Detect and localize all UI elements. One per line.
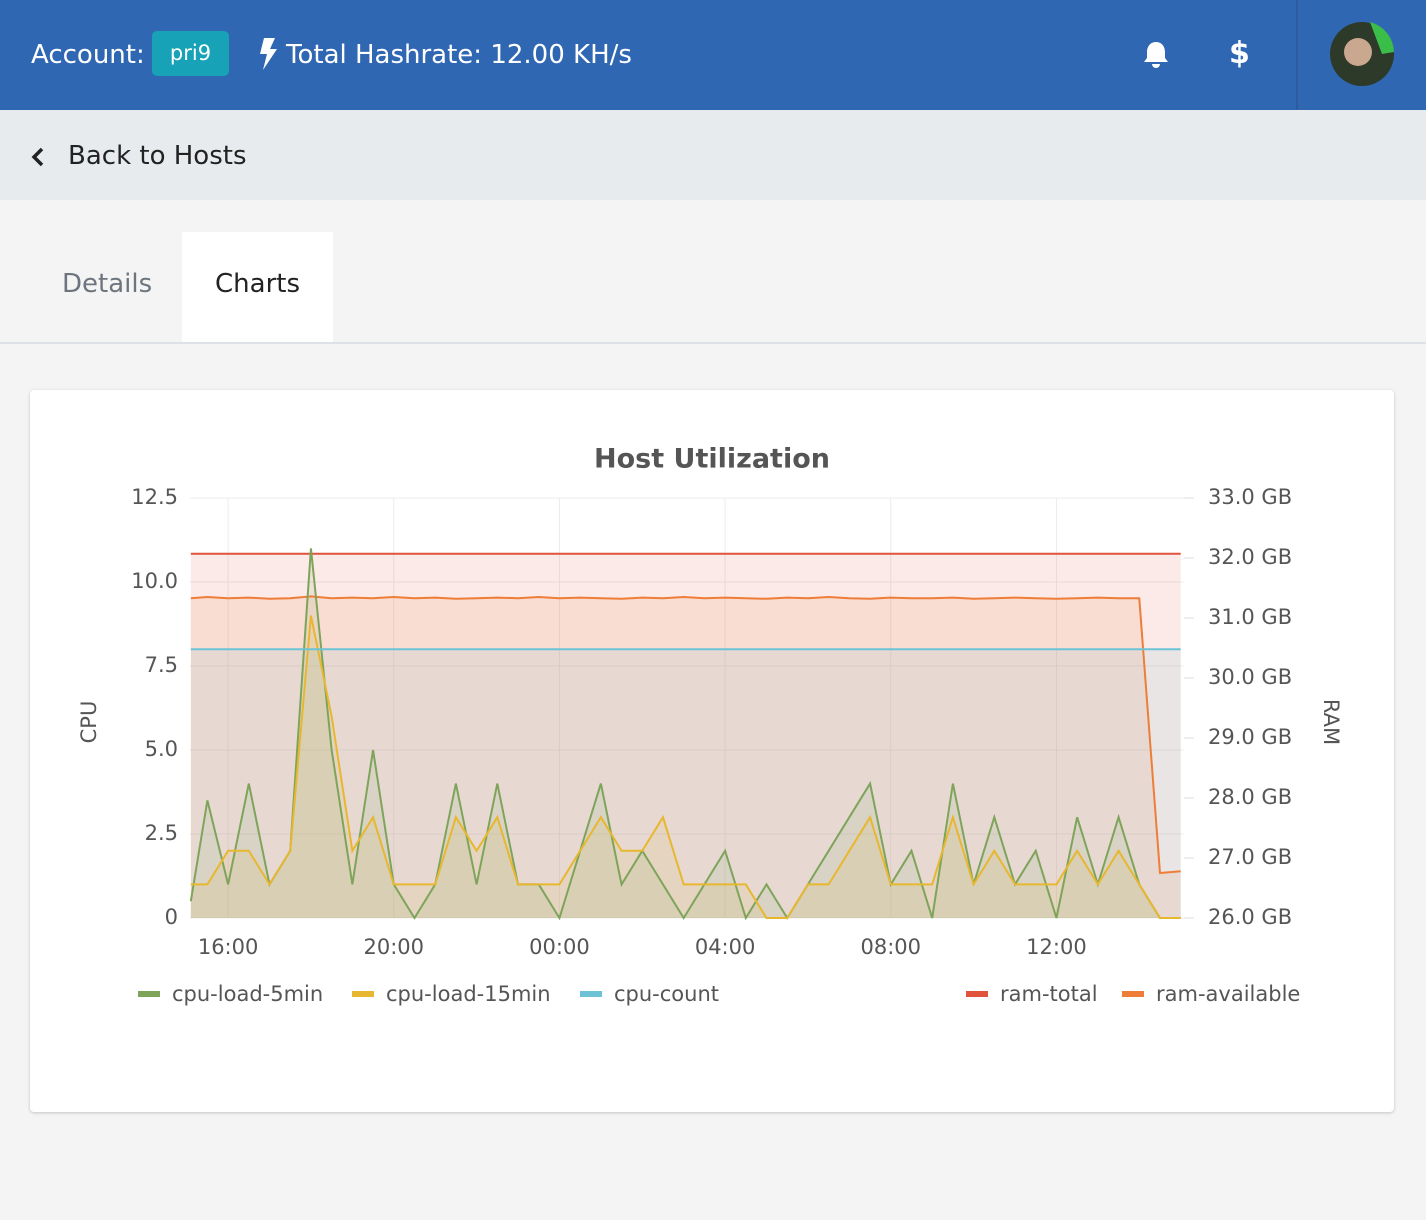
x-tick-label: 08:00 [861,935,922,959]
line [190,595,1181,875]
legend-swatch [966,991,988,997]
chart-title: Host Utilization [594,444,830,475]
legend-swatch [580,991,602,997]
legend-label: ram-total [1000,982,1098,1006]
account-label: Account: [31,40,145,70]
y2-tick-label: 31.0 GB [1208,605,1292,629]
x-tick-label: 00:00 [529,935,590,959]
tab[interactable]: Charts [215,269,300,299]
y2-tick-label: 28.0 GB [1208,785,1292,809]
y-tick-label: 10.0 [131,569,178,593]
y2-tick-label: 32.0 GB [1208,545,1292,569]
y-tick-label: 2.5 [145,821,178,845]
active-tab[interactable]: Charts [182,232,333,343]
y-tick-label: 12.5 [131,485,178,509]
chevron-icon [31,147,44,167]
area [190,596,1181,918]
legend-label: ram-available [1156,982,1300,1006]
y2-tick-label: 33.0 GB [1208,485,1292,509]
x-tick-label: 12:00 [1026,935,1087,959]
hashrate: Total Hashrate: 12.00 KH/s [286,40,632,70]
billing-icon[interactable]: $ [1229,36,1250,71]
y-tick-label: 7.5 [145,653,178,677]
y2-tick-label: 29.0 GB [1208,725,1292,749]
chart: Host Utilization CPU RAM 0 2.5 5.0 7.5 10.0 1… [77,444,1343,1007]
tab-border [0,342,1426,344]
y-tick-label: 5.0 [145,737,178,761]
y2-tick-label: 27.0 GB [1208,845,1292,869]
divider [1296,0,1298,110]
card: Host Utilization CPU RAM 0 2.5 5.0 7.5 10.0 1… [30,390,1394,1112]
bell-icon[interactable] [1143,40,1169,70]
area [190,649,1181,918]
line [190,615,1181,919]
legend-swatch [352,991,374,997]
area [190,548,1181,918]
avatar[interactable] [1330,22,1394,86]
bolt-icon [260,38,277,70]
legend-swatch [1122,991,1144,997]
y2-axis-label: RAM [1319,699,1343,745]
y-axis-label: CPU [77,701,101,744]
account-badge[interactable]: pri9 [152,31,229,76]
legend-label: cpu-load-15min [386,982,551,1006]
tab[interactable]: Details [62,269,153,299]
legend-label: cpu-load-5min [172,982,323,1006]
sub-bar: Back to Hosts [0,110,1426,200]
y-tick-label: 0 [165,905,178,929]
legend-label: cpu-count [614,982,719,1006]
x-tick-label: 04:00 [695,935,756,959]
y2-tick-label: 30.0 GB [1208,665,1292,689]
back-link[interactable]: Back to Hosts [68,141,247,171]
top-bar: Account: pri9 Total Hashrate: 12.00 KH/s… [0,0,1426,110]
x-tick-label: 16:00 [198,935,259,959]
area [190,615,1181,918]
legend-swatch [138,991,160,997]
y2-tick-label: 26.0 GB [1208,905,1292,929]
x-tick-label: 20:00 [364,935,425,959]
area [190,553,1181,918]
